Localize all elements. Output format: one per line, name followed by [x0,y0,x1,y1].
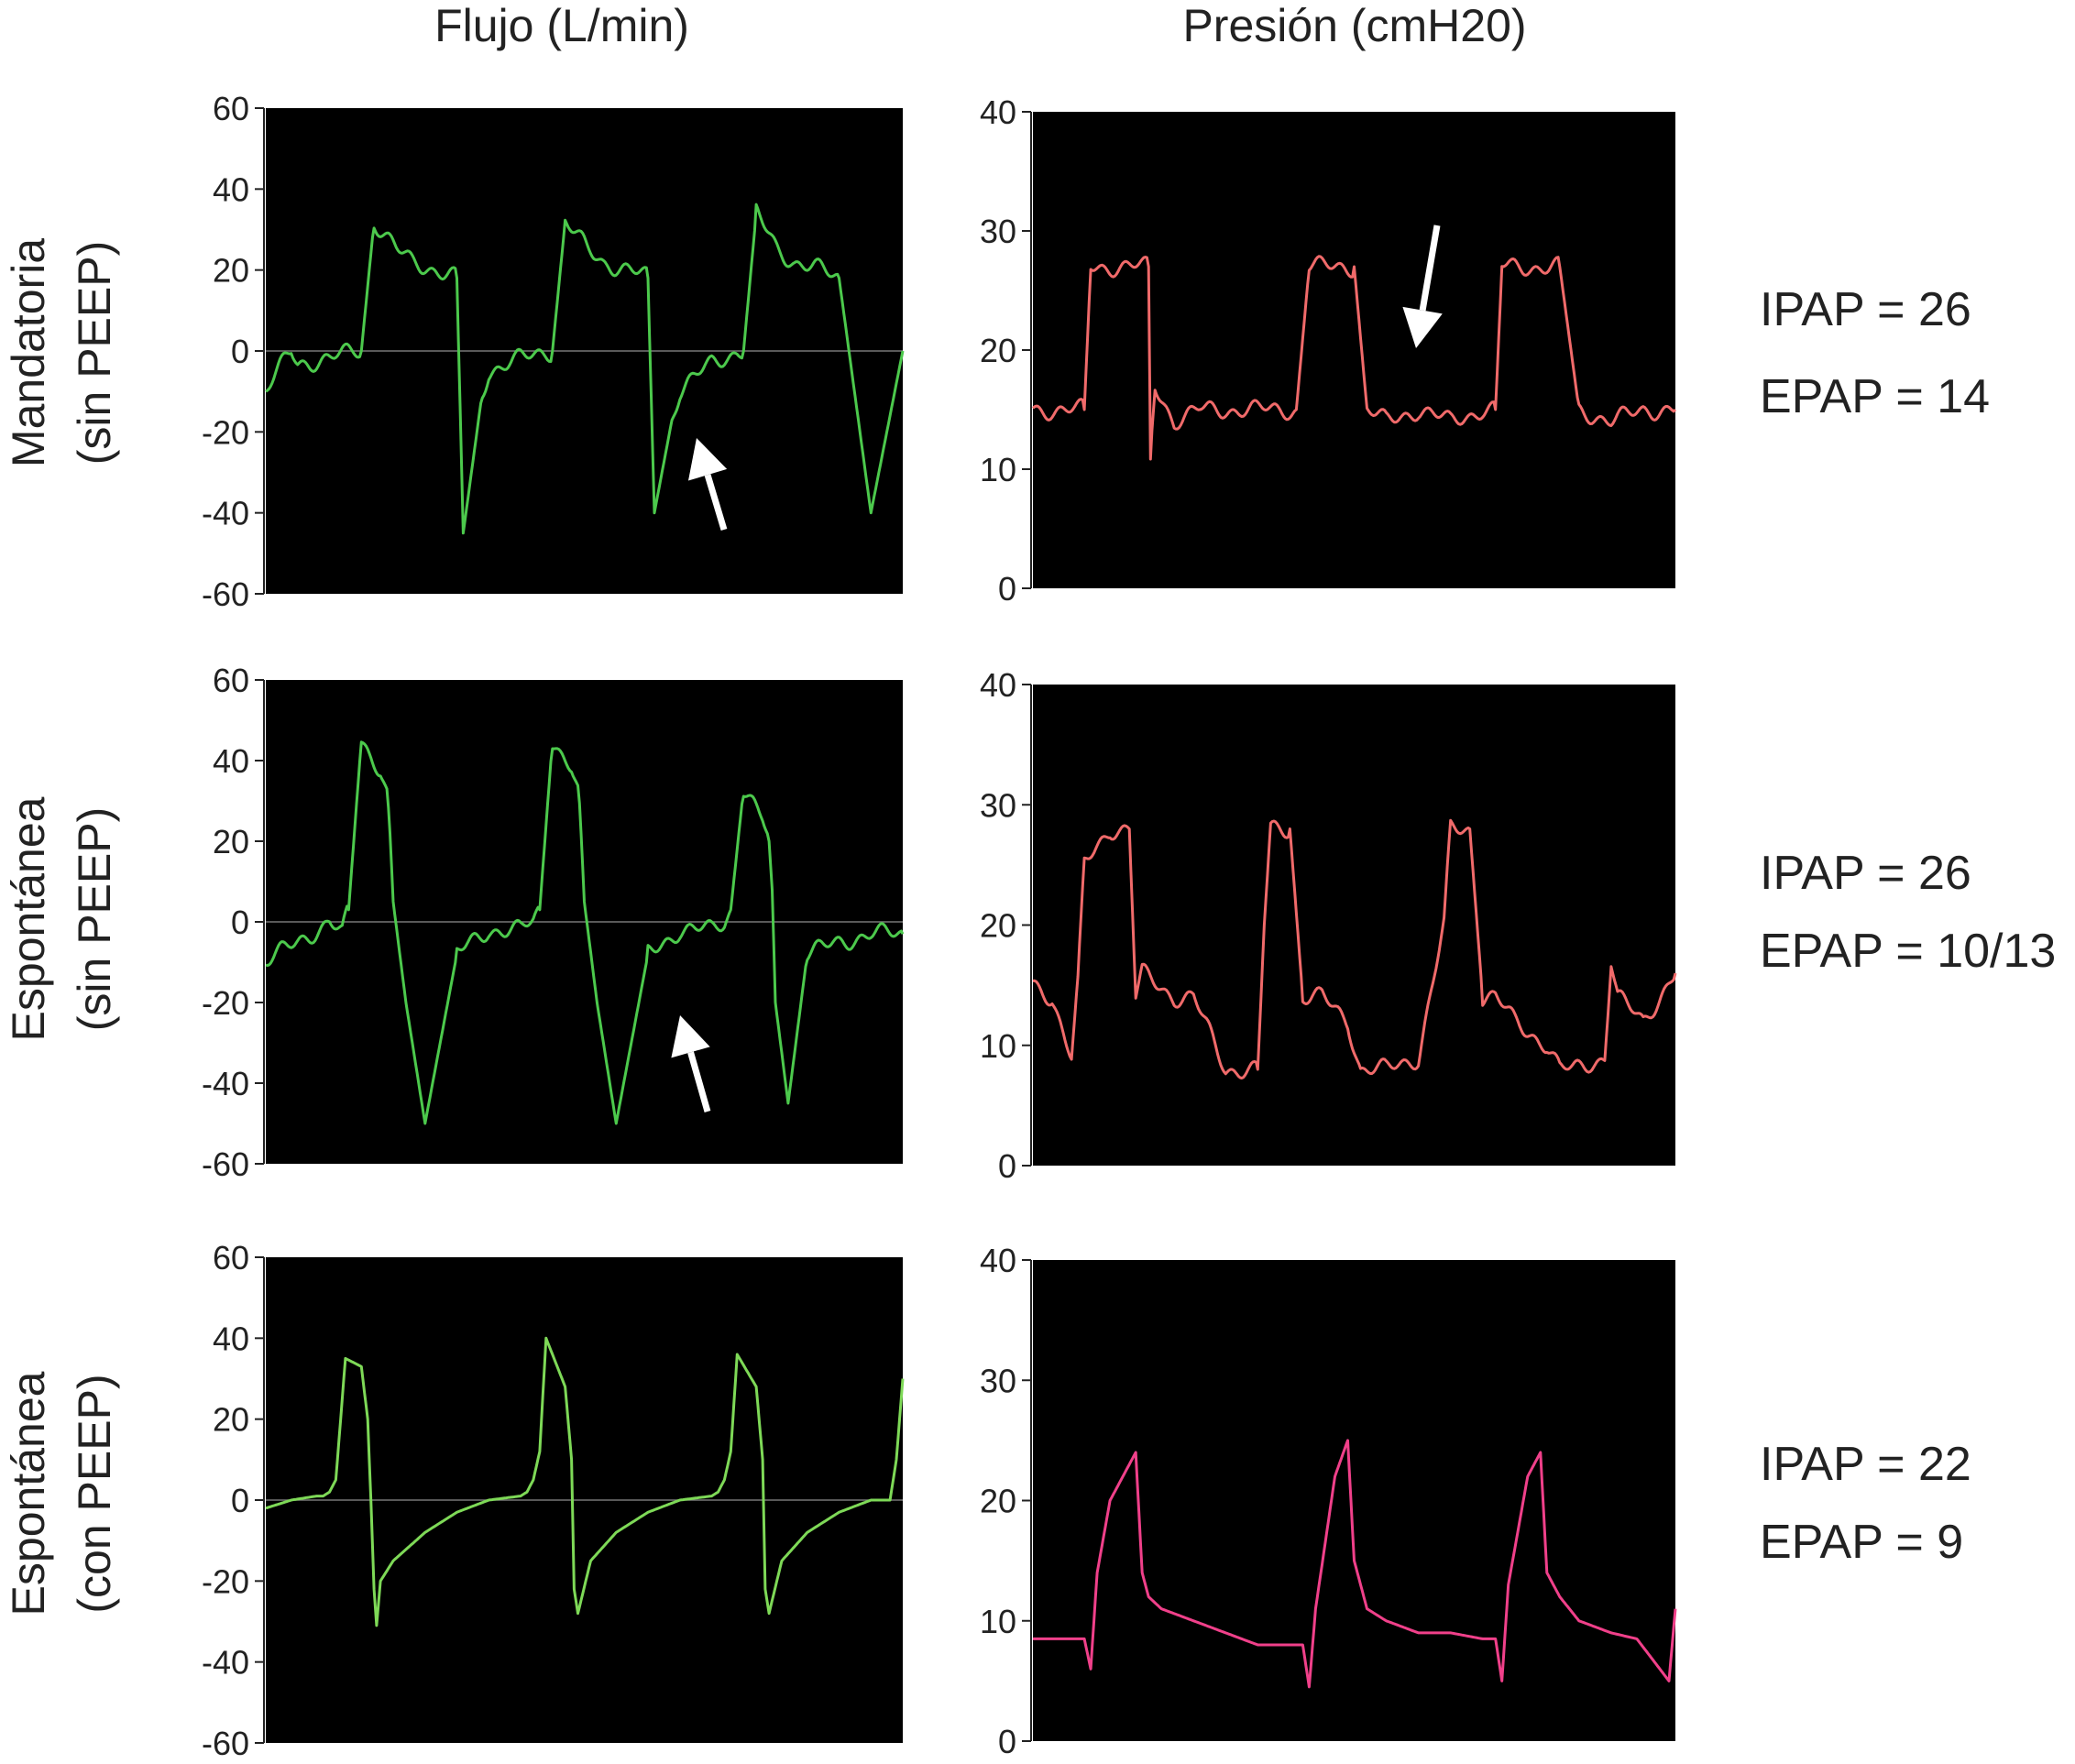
y-tick-label: 60 [213,662,249,699]
y-tick-label: -20 [202,984,249,1022]
y-tick-label: 30 [980,786,1016,824]
row-2-ipap: IPAP = 26 [1760,847,1971,900]
flow-chart-row-1: 60 40 20 0 -20 -40 -60 [202,90,905,613]
pressure-chart-row-1: 40 30 20 10 0 [980,93,1677,608]
y-tick-label: 40 [980,93,1016,131]
y-tick-label: 40 [980,1242,1016,1279]
y-tick-label: 10 [980,1603,1016,1640]
row-1-epap: EPAP = 14 [1760,370,1990,423]
row-1-ipap: IPAP = 26 [1760,283,1971,336]
row-3-ipap: IPAP = 22 [1760,1438,1971,1491]
y-tick-label: 40 [213,742,249,780]
annotation-arrow-shaft [704,474,728,531]
series-line [1033,1439,1677,1689]
flow-column-header: Flujo (L/min) [434,0,689,51]
y-tick-label: -60 [202,1145,249,1183]
y-tick-label: -60 [202,1725,249,1762]
y-tick-label: -40 [202,1644,249,1682]
y-tick-label: -40 [202,1065,249,1102]
pressure-chart-row-2: 40 30 20 10 0 [980,666,1677,1185]
annotation-arrow-head [687,438,728,481]
series-line [1032,255,1677,461]
pressure-chart-row-3: 40 30 20 10 0 [980,1242,1677,1760]
row-1-label-line2: (sin PEEP) [69,241,120,466]
y-tick-label: 30 [980,213,1016,250]
y-tick-label: 20 [213,823,249,860]
y-tick-label: 0 [998,1147,1016,1185]
flow-chart-row-3: 60 40 20 0 -20 -40 -60 [202,1239,905,1762]
row-3-label-line2: (con PEEP) [69,1374,120,1613]
y-tick-label: 0 [998,570,1016,608]
y-tick-label: 0 [231,333,249,370]
flow-chart-row-2: 60 40 20 0 -20 -40 -60 [202,662,905,1183]
row-1-label-line1: Mandatoria [3,238,54,467]
y-tick-label: 10 [980,1027,1016,1065]
y-tick-label: 20 [980,907,1016,945]
y-tick-label: -60 [202,575,249,613]
row-2-label-line2: (sin PEEP) [69,807,120,1032]
y-tick-label: 20 [980,332,1016,369]
plot-area [1033,1260,1675,1741]
series-line [1032,818,1677,1079]
y-tick-label: 40 [980,666,1016,704]
y-tick-label: 20 [980,1483,1016,1520]
y-tick-label: 20 [213,252,249,290]
row-3-label-line1: Espontánea [3,1371,54,1616]
y-tick-label: 40 [213,1320,249,1357]
y-tick-label: -20 [202,1562,249,1600]
y-tick-label: 30 [980,1362,1016,1399]
annotation-arrow-shaft [687,1051,711,1112]
y-tick-label: 40 [213,170,249,208]
row-2-epap: EPAP = 10/13 [1760,925,2056,978]
annotation-arrow-shaft [1419,225,1441,312]
row-2-label-line1: Espontánea [3,796,54,1041]
y-tick-label: 60 [213,1239,249,1276]
annotation-arrow-head [671,1015,710,1058]
annotation-arrow-head [1402,306,1443,348]
series-line [265,740,905,1125]
plot-area [1033,112,1675,588]
y-tick-label: -20 [202,413,249,451]
y-tick-label: 0 [231,904,249,941]
y-tick-label: -40 [202,495,249,532]
pressure-column-header: Presión (cmH20) [1182,0,1526,51]
plot-area [1033,685,1675,1166]
y-tick-label: 60 [213,90,249,127]
y-tick-label: 20 [213,1401,249,1439]
series-line [265,203,905,535]
y-tick-label: 0 [998,1723,1016,1760]
series-line [265,1336,905,1627]
y-tick-label: 10 [980,451,1016,488]
row-3-epap: EPAP = 9 [1760,1516,1963,1569]
y-tick-label: 0 [231,1482,249,1519]
